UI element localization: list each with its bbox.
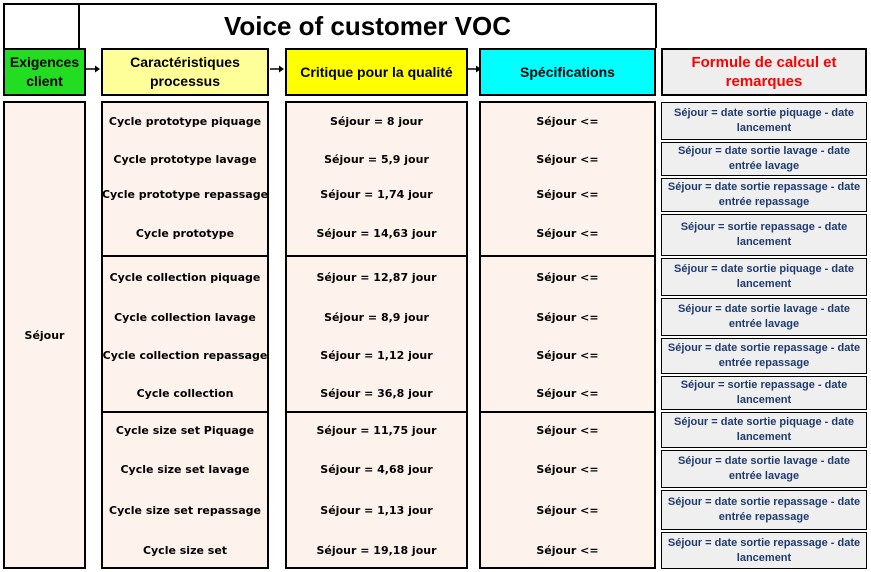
column-exigences bbox=[3, 101, 86, 569]
formule-cell: Séjour = date sortie piquage - date lanc… bbox=[661, 412, 867, 448]
column-specifications bbox=[479, 101, 656, 569]
caracteristique-cell: Cycle size set bbox=[142, 543, 228, 557]
caracteristique-cell: Cycle collection piquage bbox=[109, 270, 261, 284]
specification-cell: Séjour <= bbox=[536, 386, 599, 400]
formule-cell: Séjour = date sortie repassage - date la… bbox=[661, 532, 867, 569]
header-specifications: Spécifications bbox=[479, 48, 656, 96]
specification-cell: Séjour <= bbox=[536, 187, 599, 201]
formule-cell: Séjour = sortie repassage - date lanceme… bbox=[661, 376, 867, 410]
group-divider bbox=[285, 255, 468, 257]
specification-cell: Séjour <= bbox=[536, 462, 599, 476]
critique-cell: Séjour = 1,12 jour bbox=[320, 348, 433, 362]
specification-cell: Séjour <= bbox=[536, 114, 599, 128]
critique-cell: Séjour = 8 jour bbox=[330, 114, 423, 128]
formule-cell: Séjour = date sortie lavage - date entré… bbox=[661, 142, 867, 176]
formule-cell: Séjour = sortie repassage - date lanceme… bbox=[661, 214, 867, 256]
caracteristique-cell: Cycle size set lavage bbox=[120, 462, 250, 476]
caracteristique-cell: Cycle collection repassage bbox=[102, 348, 268, 362]
header-caracteristiques: Caractéristiques processus bbox=[101, 48, 269, 96]
specification-cell: Séjour <= bbox=[536, 152, 599, 166]
specification-cell: Séjour <= bbox=[536, 503, 599, 517]
group-divider bbox=[479, 411, 656, 413]
critique-cell: Séjour = 1,13 jour bbox=[320, 503, 433, 517]
arrow-right-icon bbox=[86, 64, 100, 74]
arrow-right-icon bbox=[270, 64, 284, 74]
specification-cell: Séjour <= bbox=[536, 423, 599, 437]
critique-cell: Séjour = 19,18 jour bbox=[316, 543, 437, 557]
specification-cell: Séjour <= bbox=[536, 310, 599, 324]
header-critique-qualite: Critique pour la qualité bbox=[285, 48, 468, 96]
critique-cell: Séjour = 14,63 jour bbox=[316, 226, 437, 240]
specification-cell: Séjour <= bbox=[536, 543, 599, 557]
title-left-blank bbox=[3, 3, 79, 48]
critique-cell: Séjour = 36,8 jour bbox=[320, 386, 433, 400]
caracteristique-cell: Cycle size set Piquage bbox=[115, 423, 255, 437]
arrow-right-icon bbox=[467, 64, 481, 74]
formule-cell: Séjour = date sortie repassage - date en… bbox=[661, 490, 867, 530]
specification-cell: Séjour <= bbox=[536, 226, 599, 240]
column-caracteristiques bbox=[101, 101, 269, 569]
header-formule: Formule de calcul et remarques bbox=[661, 48, 867, 96]
formule-cell: Séjour = date sortie piquage - date lanc… bbox=[661, 102, 867, 140]
caracteristique-cell: Cycle collection bbox=[136, 386, 234, 400]
group-divider bbox=[101, 411, 269, 413]
group-divider bbox=[101, 255, 269, 257]
critique-cell: Séjour = 8,9 jour bbox=[324, 310, 429, 324]
column-critique bbox=[285, 101, 468, 569]
caracteristique-cell: Cycle collection lavage bbox=[114, 310, 256, 324]
caracteristique-cell: Cycle prototype repassage bbox=[101, 187, 269, 201]
formule-cell: Séjour = date sortie lavage - date entré… bbox=[661, 450, 867, 488]
specification-cell: Séjour <= bbox=[536, 270, 599, 284]
caracteristique-cell: Cycle prototype lavage bbox=[113, 152, 257, 166]
group-divider bbox=[285, 411, 468, 413]
caracteristique-cell: Cycle prototype bbox=[135, 226, 235, 240]
specification-cell: Séjour <= bbox=[536, 348, 599, 362]
critique-cell: Séjour = 11,75 jour bbox=[316, 423, 437, 437]
page-title: Voice of customer VOC bbox=[78, 3, 657, 48]
critique-cell: Séjour = 5,9 jour bbox=[324, 152, 429, 166]
formule-cell: Séjour = date sortie piquage - date lanc… bbox=[661, 258, 867, 296]
formule-cell: Séjour = date sortie repassage - date en… bbox=[661, 338, 867, 374]
header-exigences-client: Exigences client bbox=[3, 48, 86, 96]
critique-cell: Séjour = 12,87 jour bbox=[316, 270, 437, 284]
critique-cell: Séjour = 4,68 jour bbox=[320, 462, 433, 476]
formule-cell: Séjour = date sortie lavage - date entré… bbox=[661, 298, 867, 336]
exigence-client-value: Séjour bbox=[24, 328, 65, 342]
formule-cell: Séjour = date sortie repassage - date en… bbox=[661, 178, 867, 212]
caracteristique-cell: Cycle size set repassage bbox=[109, 503, 261, 517]
critique-cell: Séjour = 1,74 jour bbox=[320, 187, 433, 201]
group-divider bbox=[479, 255, 656, 257]
caracteristique-cell: Cycle prototype piquage bbox=[108, 114, 262, 128]
